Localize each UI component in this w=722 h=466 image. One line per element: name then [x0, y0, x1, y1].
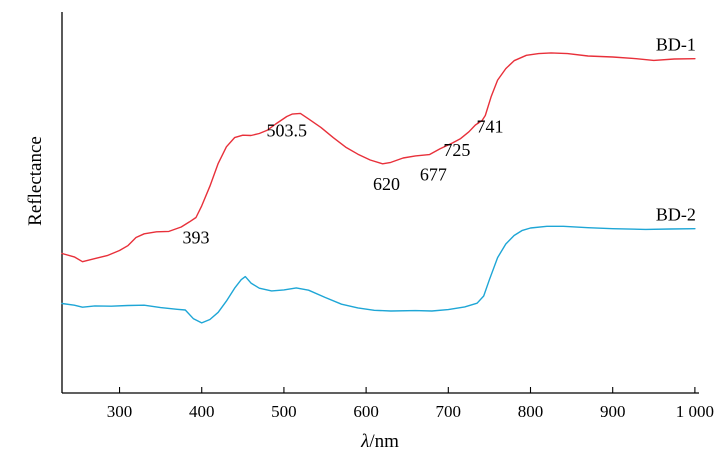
x-tick-label: 300 [107, 402, 133, 421]
series-label-bd-1: BD-1 [656, 35, 696, 55]
x-ticks [118, 387, 696, 393]
x-axis-unit: /nm [369, 431, 399, 452]
series-line-bd-1 [61, 52, 696, 263]
annotation-503-5: 503.5 [267, 121, 308, 141]
x-tick-labels: 300 400 500 600 700 800 900 1 000 [107, 402, 714, 421]
x-tick-label: 1 000 [676, 402, 714, 421]
x-tick-label: 600 [353, 402, 379, 421]
x-tick-label: 800 [518, 402, 544, 421]
x-tick-label: 500 [271, 402, 297, 421]
x-axis-title: λ/nm [360, 431, 399, 452]
series-label-bd-2: BD-2 [656, 205, 696, 225]
x-tick-label: 700 [436, 402, 462, 421]
x-tick-label: 900 [600, 402, 626, 421]
series-lines [61, 52, 696, 324]
annotation-393: 393 [182, 227, 209, 247]
x-tick-label: 400 [189, 402, 215, 421]
series-labels: BD-1 BD-2 [656, 35, 696, 225]
annotation-677: 677 [420, 165, 447, 185]
x-axis-symbol: λ [360, 431, 369, 452]
y-axis-title: Reflectance [25, 136, 46, 226]
series-line-bd-2 [61, 225, 696, 324]
annotation-725: 725 [443, 140, 470, 160]
peak-annotations: 393 503.5 620 677 725 741 [182, 117, 503, 248]
annotation-741: 741 [477, 117, 504, 137]
annotation-620: 620 [373, 174, 400, 194]
